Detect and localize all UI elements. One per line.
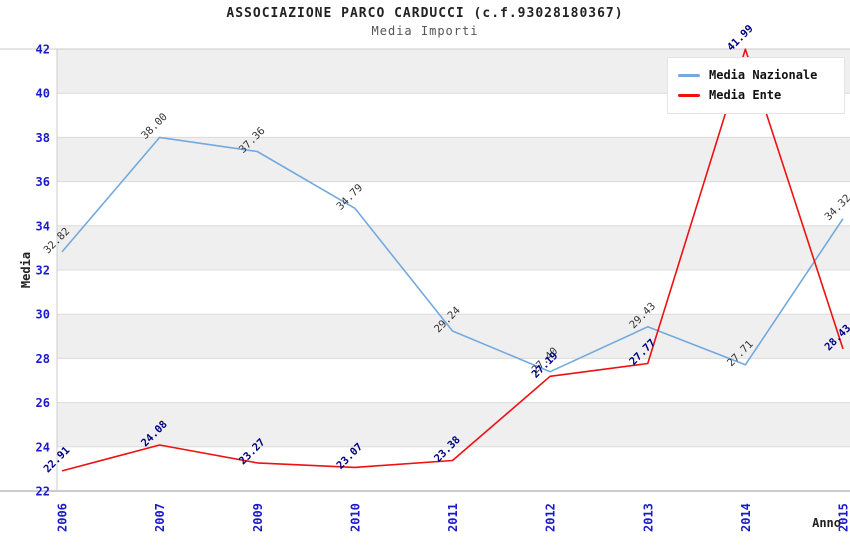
plot-band bbox=[57, 226, 850, 270]
chart-header: ASSOCIAZIONE PARCO CARDUCCI (c.f.9302818… bbox=[0, 6, 850, 38]
y-tick-label: 24 bbox=[36, 440, 50, 454]
legend-swatch-blue-line-icon bbox=[678, 74, 700, 77]
y-tick-label: 32 bbox=[36, 264, 50, 278]
x-tick-label: 2012 bbox=[544, 503, 558, 532]
legend-item-media-nazionale[interactable]: Media Nazionale bbox=[678, 65, 834, 85]
y-tick-label: 22 bbox=[36, 485, 50, 499]
x-tick-label: 2014 bbox=[739, 503, 753, 532]
point-label: 34.32 bbox=[822, 192, 850, 223]
x-tick-label: 2006 bbox=[56, 503, 70, 532]
y-tick-label: 40 bbox=[36, 87, 50, 101]
legend: Media Nazionale Media Ente bbox=[667, 57, 845, 114]
y-axis-title: Media bbox=[19, 252, 33, 288]
point-label: 34.79 bbox=[334, 182, 365, 213]
x-axis-title: Anno bbox=[812, 516, 841, 530]
y-tick-label: 26 bbox=[36, 396, 50, 410]
legend-swatch-red-line-icon bbox=[678, 94, 700, 97]
plot-band bbox=[57, 137, 850, 181]
chart-title: ASSOCIAZIONE PARCO CARDUCCI (c.f.9302818… bbox=[0, 6, 850, 21]
chart-subtitle: Media Importi bbox=[0, 24, 850, 38]
y-tick-label: 36 bbox=[36, 175, 50, 189]
legend-label: Media Nazionale bbox=[709, 68, 817, 82]
y-tick-label: 42 bbox=[36, 43, 50, 57]
x-tick-label: 2009 bbox=[251, 503, 265, 532]
x-tick-label: 2010 bbox=[348, 503, 362, 532]
legend-label: Media Ente bbox=[709, 88, 781, 102]
y-tick-label: 28 bbox=[36, 352, 50, 366]
x-tick-label: 2013 bbox=[641, 503, 655, 532]
y-tick-label: 30 bbox=[36, 308, 50, 322]
y-tick-label: 38 bbox=[36, 131, 50, 145]
x-tick-label: 2007 bbox=[153, 503, 167, 532]
y-tick-label: 34 bbox=[36, 219, 50, 233]
legend-item-media-ente[interactable]: Media Ente bbox=[678, 85, 834, 105]
x-tick-label: 2011 bbox=[446, 503, 460, 532]
